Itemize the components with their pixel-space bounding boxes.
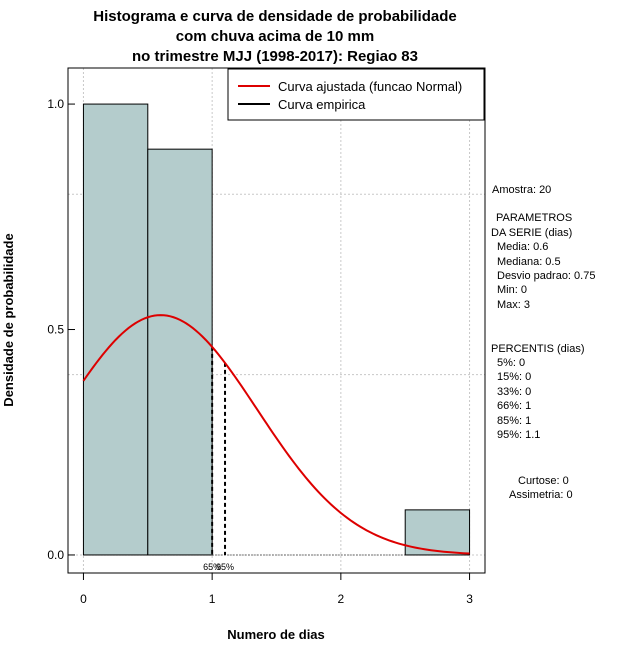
fitted-normal-curve xyxy=(82,314,470,555)
y-axis: 0.0 0.5 1.0 xyxy=(47,97,75,562)
histogram-bar-0 xyxy=(82,103,149,556)
side-min: Min: 0 xyxy=(497,284,527,296)
side-p33: 33%: 0 xyxy=(497,386,531,398)
side-p85: 85%: 1 xyxy=(497,415,531,427)
x-tick-label-2: 2 xyxy=(338,592,345,606)
chart-title-line-1: Histograma e curva de densidade de proba… xyxy=(93,8,456,25)
side-percentis-title: PERCENTIS (dias) xyxy=(491,343,585,355)
side-parametros-title-1: PARAMETROS xyxy=(496,212,572,224)
y-tick-label-2: 1.0 xyxy=(47,97,64,111)
legend: Curva ajustada (funcao Normal) Curva emp… xyxy=(227,68,485,121)
chart-title-line-2: com chuva acima de 10 mm xyxy=(176,28,374,45)
y-tick-label-1: 0.5 xyxy=(47,323,64,337)
side-assimetria: Assimetria: 0 xyxy=(509,489,573,501)
side-p15: 15%: 0 xyxy=(497,371,531,383)
side-amostra: Amostra: 20 xyxy=(492,184,551,196)
percentile-lines: 65%95% xyxy=(203,346,234,572)
x-tick-label-3: 3 xyxy=(466,592,473,606)
x-tick-label-0: 0 xyxy=(80,592,87,606)
legend-box xyxy=(227,68,485,121)
percentile-label-1: 95% xyxy=(216,562,234,572)
side-p95: 95%: 1.1 xyxy=(497,429,540,441)
histogram-bars xyxy=(82,103,471,556)
side-parametros-title-2: DA SERIE (dias) xyxy=(491,227,572,239)
side-max: Max: 3 xyxy=(497,299,530,311)
percentile-label-0: 65% xyxy=(203,562,221,572)
side-mediana: Mediana: 0.5 xyxy=(497,256,561,268)
y-tick-label-0: 0.0 xyxy=(47,548,64,562)
legend-label-empirical: Curva empirica xyxy=(278,97,366,112)
y-axis-label: Densidade de probabilidade xyxy=(1,233,16,406)
legend-label-fitted: Curva ajustada (funcao Normal) xyxy=(278,79,462,94)
side-p5: 5%: 0 xyxy=(497,357,525,369)
side-p66: 66%: 1 xyxy=(497,400,531,412)
x-axis-label: Numero de dias xyxy=(227,627,325,642)
x-tick-label-1: 1 xyxy=(209,592,216,606)
side-curtose: Curtose: 0 xyxy=(518,475,569,487)
chart-title-line-3: no trimestre MJJ (1998-2017): Regiao 83 xyxy=(132,48,418,65)
x-axis: 0 1 2 3 xyxy=(80,572,473,606)
side-media: Media: 0.6 xyxy=(497,241,548,253)
histogram-bar-1 xyxy=(147,148,213,556)
side-desvio: Desvio padrao: 0.75 xyxy=(497,270,595,282)
side-panel: Amostra: 20 PARAMETROS DA SERIE (dias) M… xyxy=(491,184,595,501)
